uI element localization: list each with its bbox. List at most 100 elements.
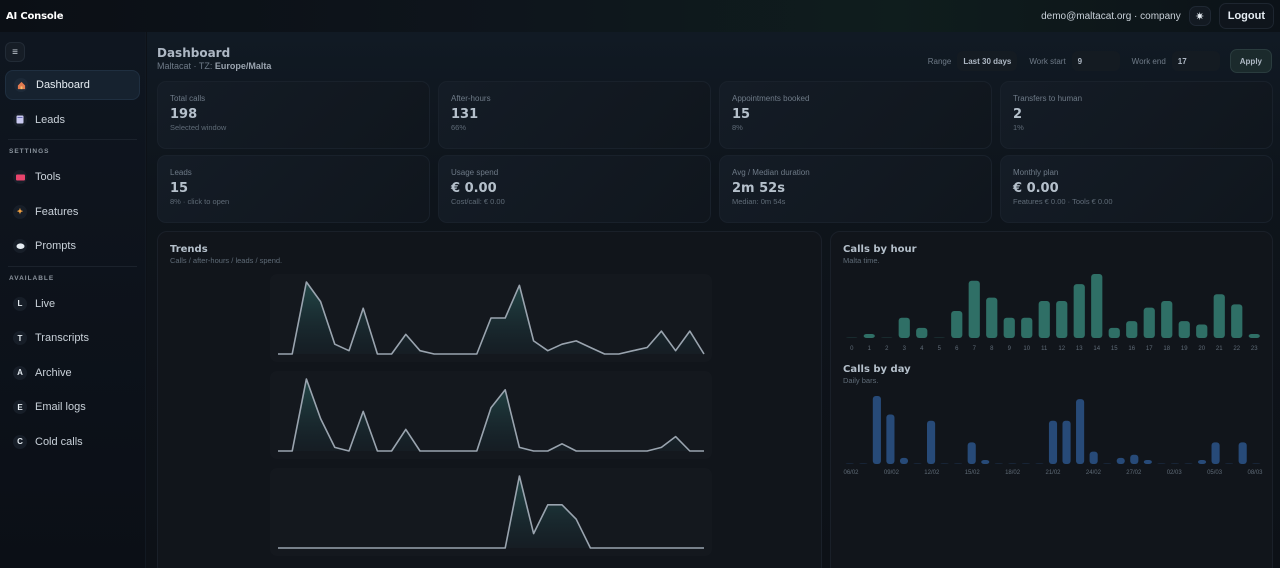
kpi-card-monthly-plan: Monthly plan € 0.00 Features € 0.00 · To… xyxy=(1000,155,1273,223)
svg-text:24/02: 24/02 xyxy=(1086,470,1102,476)
calls-by-day-subtitle: Daily bars. xyxy=(843,376,879,385)
section-heading-settings: SETTINGS xyxy=(9,148,50,155)
sidebar-item-dashboard[interactable]: Dashboard xyxy=(5,70,140,100)
sidebar-item-label: Dashboard xyxy=(36,79,90,91)
sidebar-item-label: Features xyxy=(35,205,79,218)
svg-text:8: 8 xyxy=(990,346,994,352)
svg-text:10: 10 xyxy=(1023,346,1030,352)
svg-text:12: 12 xyxy=(1058,346,1065,352)
kpi-card-leads[interactable]: Leads 15 8% · click to open xyxy=(157,155,430,223)
svg-text:02/03: 02/03 xyxy=(1167,470,1183,476)
calls-by-day-title: Calls by day xyxy=(843,364,911,375)
letter-e-icon: E xyxy=(13,400,27,414)
filter-bar: Range Last 30 days Work start 9 Work end… xyxy=(928,49,1272,73)
svg-text:08/03: 08/03 xyxy=(1247,470,1263,476)
kpi-card-duration: Avg / Median duration 2m 52s Median: 0m … xyxy=(719,155,992,223)
page-subtitle: Maltacat · TZ: Europe/Malta xyxy=(157,61,272,71)
theme-toggle-button[interactable]: ✷ xyxy=(1188,6,1211,26)
svg-text:06/02: 06/02 xyxy=(843,470,859,476)
calls-by-hour-title: Calls by hour xyxy=(843,244,917,255)
svg-text:18: 18 xyxy=(1163,346,1170,352)
letter-c-icon: C xyxy=(13,434,27,449)
svg-text:22: 22 xyxy=(1233,346,1240,352)
svg-text:27/02: 27/02 xyxy=(1126,470,1142,476)
sidebar-item-live[interactable]: L Live xyxy=(5,289,140,319)
sidebar-item-label: Transcripts xyxy=(35,332,89,344)
document-icon xyxy=(13,112,27,127)
svg-text:7: 7 xyxy=(973,346,977,352)
page-title: Dashboard xyxy=(157,46,231,60)
svg-text:12/02: 12/02 xyxy=(924,470,940,476)
sidebar-item-prompts[interactable]: Prompts xyxy=(5,231,140,261)
letter-l-icon: L xyxy=(13,296,27,311)
svg-text:15/02: 15/02 xyxy=(965,470,981,476)
svg-text:16: 16 xyxy=(1128,346,1135,352)
sidebar-item-archive[interactable]: A Archive xyxy=(5,358,140,388)
range-label: Range xyxy=(927,56,952,66)
kpi-card-usage-spend: Usage spend € 0.00 Cost/call: € 0.00 xyxy=(438,155,711,223)
menu-toggle-button[interactable]: ≡ xyxy=(5,42,25,62)
apply-button[interactable]: Apply xyxy=(1229,49,1272,73)
kpi-card-transfers: Transfers to human 2 1% xyxy=(1000,81,1273,149)
svg-text:0: 0 xyxy=(850,346,854,352)
kpi-cards: Total calls 198 Selected window After-ho… xyxy=(157,81,1273,223)
svg-text:18/02: 18/02 xyxy=(1005,470,1021,476)
sidebar-item-features[interactable]: ✦ Features xyxy=(5,197,140,227)
divider xyxy=(8,265,137,267)
kpi-card-after-hours: After-hours 131 66% xyxy=(438,81,711,149)
svg-text:5: 5 xyxy=(938,346,942,352)
sidebar-item-cold-calls[interactable]: C Cold calls xyxy=(5,427,140,457)
sidebar-item-label: Cold calls xyxy=(35,435,83,448)
work-end-input[interactable]: 17 xyxy=(1171,51,1220,71)
user-account-label: demo@maltacat.org · company xyxy=(1041,10,1181,22)
calls-by-day-chart: 06/02 09/02 12/02 15/02 18/02 21/02 24/02 27/02… xyxy=(843,392,1263,476)
sidebar-item-label: Email logs xyxy=(35,401,86,413)
leads-sparkline xyxy=(270,468,712,556)
timezone-label: Europe/Malta xyxy=(214,61,272,71)
work-start-label: Work start xyxy=(1029,56,1066,66)
sidebar-item-transcripts[interactable]: T Transcripts xyxy=(5,323,140,353)
sidebar-item-label: Prompts xyxy=(35,240,76,252)
svg-text:6: 6 xyxy=(955,346,959,352)
logout-button[interactable]: Logout xyxy=(1218,3,1274,29)
house-icon xyxy=(14,78,28,92)
sidebar-item-label: Archive xyxy=(35,366,72,379)
svg-text:15: 15 xyxy=(1111,346,1118,352)
svg-text:21/02: 21/02 xyxy=(1045,470,1061,476)
range-select[interactable]: Last 30 days xyxy=(957,51,1018,71)
divider xyxy=(8,139,137,140)
sidebar-item-email-logs[interactable]: E Email logs xyxy=(5,392,140,422)
letter-a-icon: A xyxy=(13,365,27,380)
page-header: Dashboard Maltacat · TZ: Europe/Malta xyxy=(157,46,271,71)
svg-text:4: 4 xyxy=(920,346,924,352)
sun-icon: ✷ xyxy=(1195,10,1205,23)
svg-text:23: 23 xyxy=(1251,346,1258,352)
sidebar: ≡ Dashboard Leads SETTINGS Tools ✦ Featu… xyxy=(0,32,146,568)
trends-panel: Trends Calls / after-hours / leads / spe… xyxy=(157,231,822,568)
trends-title: Trends xyxy=(170,244,208,255)
section-heading-available: AVAILABLE xyxy=(9,274,55,282)
sidebar-item-label: Leads xyxy=(35,113,65,126)
svg-text:11: 11 xyxy=(1041,346,1048,352)
svg-text:21: 21 xyxy=(1216,346,1223,352)
sidebar-item-tools[interactable]: Tools xyxy=(5,162,140,192)
speech-bubble-icon xyxy=(13,239,27,253)
kpi-card-total-calls: Total calls 198 Selected window xyxy=(157,81,430,149)
svg-text:20: 20 xyxy=(1198,346,1205,352)
calls-sparkline xyxy=(270,274,712,362)
work-start-input[interactable]: 9 xyxy=(1071,51,1120,71)
trends-subtitle: Calls / after-hours / leads / spend. xyxy=(170,256,283,265)
top-bar: AI Console demo@maltacat.org · company ✷… xyxy=(0,0,1280,32)
hamburger-icon: ≡ xyxy=(12,46,18,58)
toolbox-icon xyxy=(13,170,27,184)
svg-text:3: 3 xyxy=(903,346,907,352)
sidebar-item-label: Tools xyxy=(35,171,61,183)
work-end-label: Work end xyxy=(1131,56,1166,66)
svg-text:09/02: 09/02 xyxy=(884,470,900,476)
sidebar-item-leads[interactable]: Leads xyxy=(5,105,140,135)
calls-breakdown-panel: Calls by hour Malta time. 0 1 2 3 4 5 6 7 8 9 10 11… xyxy=(830,231,1273,568)
svg-text:19: 19 xyxy=(1181,346,1188,352)
app-title: AI Console xyxy=(6,10,64,22)
svg-text:17: 17 xyxy=(1146,346,1153,352)
svg-text:14: 14 xyxy=(1093,346,1100,352)
